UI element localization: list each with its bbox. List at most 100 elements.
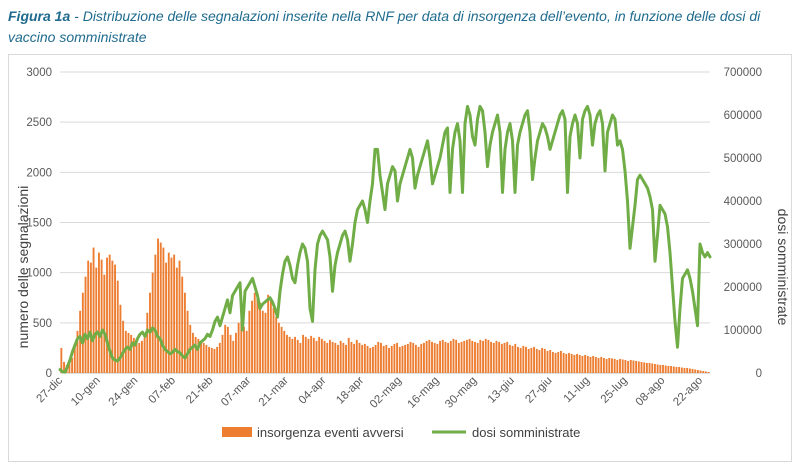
right-tick-label: 700000 (724, 67, 762, 79)
bar (404, 344, 407, 373)
bar (286, 334, 288, 373)
left-tick-label: 0 (46, 368, 52, 380)
bar (143, 337, 146, 373)
bar (385, 344, 388, 373)
doses-line-series (58, 104, 712, 374)
bar (256, 296, 259, 373)
bar (514, 343, 517, 373)
bar (551, 351, 554, 373)
bar (705, 371, 707, 373)
bar (345, 344, 347, 373)
left-axis: 0 500 1000 1500 2000 2500 3000 (26, 67, 52, 380)
bar (549, 349, 552, 373)
bar (632, 360, 635, 373)
bar (565, 353, 568, 373)
bar (243, 326, 245, 373)
left-tick-label: 1000 (26, 268, 52, 280)
x-tick-label: 11-lug (562, 375, 592, 405)
bar (570, 353, 573, 373)
bar (323, 340, 326, 373)
bar (339, 340, 342, 373)
bar (640, 361, 643, 373)
bar (167, 252, 170, 373)
bar (130, 334, 133, 373)
bar (114, 264, 116, 373)
bar (602, 357, 605, 373)
bar (197, 338, 200, 373)
bar (546, 350, 549, 373)
bar (654, 363, 656, 373)
bar (594, 356, 597, 373)
right-tick-label: 600000 (724, 110, 762, 122)
bar (683, 367, 686, 373)
x-tick-label: 10-gen (69, 375, 103, 409)
bar (492, 342, 495, 373)
bar (307, 338, 310, 373)
bar (592, 355, 595, 373)
bar (409, 341, 412, 373)
bar (315, 340, 318, 373)
bar (119, 304, 122, 373)
bar (635, 360, 638, 373)
bar (361, 344, 364, 373)
bar (329, 339, 331, 373)
bar (707, 372, 710, 373)
bar (468, 338, 471, 373)
bar (533, 346, 536, 373)
bar (106, 257, 108, 373)
left-tick-label: 2000 (26, 167, 52, 179)
legend-bar-label: insorgenza eventi avversi (257, 425, 404, 440)
right-tick-label: 100000 (724, 325, 762, 337)
bar (527, 348, 530, 373)
bar (627, 360, 630, 373)
bar (420, 343, 423, 373)
bar (232, 340, 235, 373)
x-tick-label: 18-apr (334, 375, 366, 407)
x-tick-label: 04-apr (297, 375, 329, 407)
bar (643, 362, 646, 373)
bar (600, 356, 603, 373)
left-axis-title: numero delle segnalazioni (15, 186, 31, 349)
bar (398, 346, 401, 373)
bar (589, 356, 592, 373)
bar (616, 359, 619, 373)
bar (624, 359, 627, 373)
bar (573, 354, 576, 373)
legend: insorgenza eventi avversi dosi somminist… (222, 425, 580, 440)
bar (519, 347, 522, 373)
bar (151, 272, 154, 373)
bar (269, 298, 272, 373)
bar (92, 247, 95, 373)
bar (460, 341, 463, 373)
bar (688, 368, 691, 373)
bar (423, 342, 425, 373)
bar (186, 310, 189, 373)
bar (425, 340, 428, 373)
bar (175, 267, 178, 373)
bar (541, 347, 544, 373)
x-tick-label: 13-giu (486, 375, 517, 406)
bar (702, 370, 705, 373)
bar (79, 310, 82, 373)
bar (629, 359, 632, 373)
bar (138, 342, 141, 373)
x-tick-label: 07-mar (219, 375, 253, 409)
bar (562, 352, 565, 373)
bar (221, 334, 224, 373)
bar (277, 322, 280, 373)
bar (87, 260, 90, 373)
bar (584, 354, 587, 373)
bar (267, 294, 270, 373)
bar (173, 254, 176, 373)
bar (444, 341, 447, 373)
bar (597, 357, 600, 373)
bar (517, 346, 519, 373)
bar (331, 341, 334, 373)
bar (205, 344, 208, 373)
bar (124, 330, 127, 373)
bar (240, 320, 243, 373)
bar (272, 307, 275, 373)
bar (350, 341, 353, 373)
bar (224, 324, 227, 373)
bar (369, 347, 372, 373)
